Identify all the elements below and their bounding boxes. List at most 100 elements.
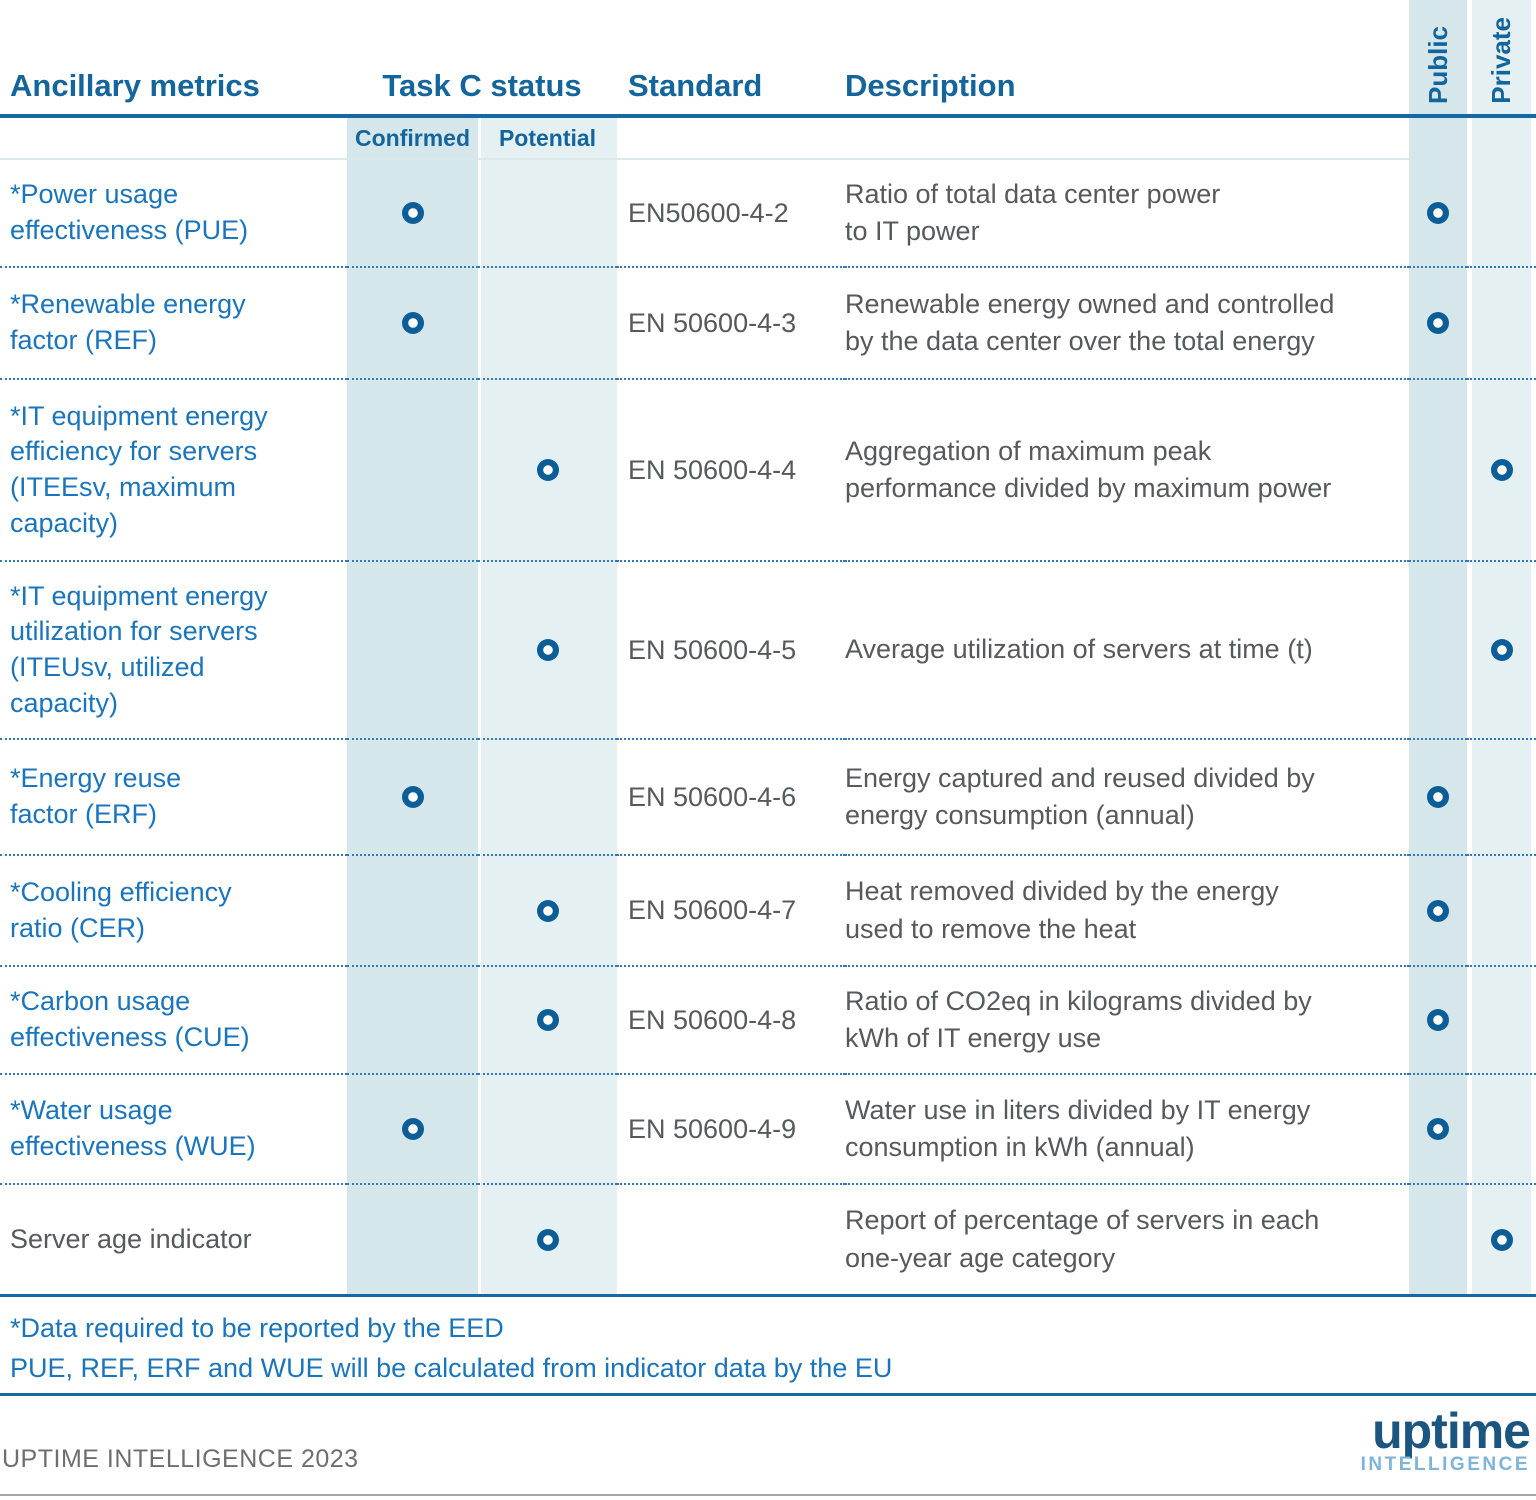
bottom-divider [0,1494,1536,1496]
column-header-task-c-status: Task C status [382,68,582,103]
potential-dot [536,899,559,922]
footnote-line-2: PUE, REF, ERF and WUE will be calculated… [10,1353,893,1383]
confirmed-cell [347,1075,478,1185]
public-cell [1409,740,1467,856]
confirmed-dot [401,1118,424,1140]
standard-cell: EN 50600-4-4 [617,380,845,562]
confirmed-cell [347,856,478,967]
potential-cell [478,562,617,740]
public-cell [1409,967,1467,1075]
potential-cell [478,967,617,1075]
public-cell [1409,562,1467,740]
confirmed-dot [401,202,424,224]
description-cell: Renewable energy owned and controlled by… [845,268,1409,380]
sub-header-spacer [0,118,347,160]
column-header-public: Public [1422,25,1453,104]
private-cell [1467,268,1536,380]
public-cell [1409,1075,1467,1185]
potential-dot [536,639,559,661]
private-cell [1467,1185,1536,1294]
confirmed-cell [347,967,478,1075]
private-dot [1490,639,1513,661]
sub-header-spacer [1467,118,1536,160]
column-header-standard: Standard [628,68,763,103]
potential-cell [478,1075,617,1185]
potential-cell [478,1185,617,1294]
public-cell [1409,380,1467,562]
private-cell [1467,1075,1536,1185]
sub-header-potential: Potential [478,118,617,160]
metric-name: *Energy reuse factor (ERF) [0,740,347,856]
description-cell: Average utilization of servers at time (… [845,562,1409,740]
potential-dot [536,1009,559,1031]
potential-dot [536,459,559,481]
description-cell: Report of percentage of servers in each … [845,1205,1320,1273]
private-cell [1467,380,1536,562]
private-cell [1467,740,1536,856]
column-header-ancillary-metrics: Ancillary metrics [10,68,260,103]
copyright-text: UPTIME INTELLIGENCE 2023 [2,1445,359,1473]
logo-subtitle: INTELLIGENCE [1360,1454,1530,1475]
potential-cell [478,856,617,967]
public-dot [1427,312,1449,334]
standard-cell: EN 50600-4-7 [617,856,845,967]
public-cell [1409,1185,1467,1294]
standard-cell: EN 50600-4-5 [617,562,845,740]
description-cell: Aggregation of maximum peak performance … [845,380,1409,562]
description-cell: Heat removed divided by the energy used … [845,856,1409,967]
potential-cell [478,380,617,562]
metric-name: *Renewable energy factor (REF) [0,268,347,380]
standard-cell: EN 50600-4-6 [617,740,845,856]
potential-column-background [481,118,617,1294]
metric-name: *Power usage effectiveness (PUE) [0,160,347,268]
sub-header-spacer [1409,118,1467,160]
column-header-description: Description [845,68,1016,103]
confirmed-cell [347,562,478,740]
metric-name: *IT equipment energy efficiency for serv… [0,380,347,562]
sub-header-spacer [845,118,1409,160]
potential-cell [478,160,617,268]
description-cell: Water use in liters divided by IT energy… [845,1075,1409,1185]
potential-cell [478,268,617,380]
column-header-private: Private [1486,17,1516,104]
public-dot [1427,1118,1449,1140]
public-dot [1427,1009,1449,1031]
public-cell [1409,856,1467,967]
standard-cell: EN50600-4-2 [617,160,845,268]
standard-cell: EN 50600-4-9 [617,1075,845,1185]
description-cell: Ratio of CO2eq in kilograms divided by k… [845,967,1409,1075]
private-cell [1467,160,1536,268]
confirmed-cell [347,380,478,562]
footnote-line-1: *Data required to be reported by the EED [10,1313,504,1343]
confirmed-dot [401,786,424,808]
metrics-table: Confirmed Potential *Power usage effecti… [0,118,1536,1294]
private-cell [1467,562,1536,740]
logo-wordmark: uptime [1372,1403,1531,1459]
potential-dot [536,1228,559,1251]
confirmed-cell [347,268,478,380]
sub-header-confirmed: Confirmed [347,118,478,160]
standard-cell: EN 50600-4-8 [617,967,845,1075]
sub-header-spacer [617,118,845,160]
confirmed-cell [347,160,478,268]
confirmed-cell [347,1185,478,1294]
description-cell: Ratio of total data center power to IT p… [845,160,1409,268]
table-header: Ancillary metrics Task C status Standard… [0,0,1536,118]
metric-name: *IT equipment energy utilization for ser… [0,562,347,740]
metric-name: Server age indicator [10,1223,252,1254]
public-dot [1427,899,1449,922]
uptime-intelligence-logo: uptime INTELLIGENCE [1360,1403,1531,1476]
public-cell [1409,268,1467,380]
footnotes: *Data required to be reported by the EED… [0,1294,1536,1396]
public-dot [1427,786,1449,808]
private-cell [1467,967,1536,1075]
metric-name: *Carbon usage effectiveness (CUE) [0,967,347,1075]
public-dot [1427,202,1449,224]
private-dot [1490,459,1513,481]
potential-cell [478,740,617,856]
metric-name: *Water usage effectiveness (WUE) [0,1075,347,1185]
private-dot [1490,1228,1513,1251]
description-cell: Energy captured and reused divided by en… [845,740,1409,856]
standard-cell: EN 50600-4-3 [617,268,845,380]
